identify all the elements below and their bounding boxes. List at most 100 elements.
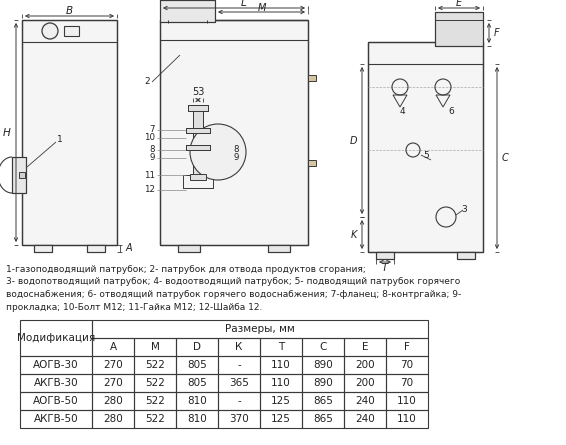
Text: F: F — [404, 342, 410, 352]
Text: АОГВ-30: АОГВ-30 — [33, 360, 79, 370]
Bar — [260, 410, 302, 428]
Bar — [186, 145, 210, 150]
Text: 1: 1 — [57, 135, 63, 145]
Bar — [20, 320, 92, 356]
Bar — [92, 410, 134, 428]
Bar — [64, 26, 79, 36]
Text: 3: 3 — [461, 205, 467, 214]
Text: 110: 110 — [397, 414, 417, 424]
Bar — [376, 252, 394, 259]
Text: 865: 865 — [313, 414, 333, 424]
Bar — [302, 392, 344, 410]
Bar — [160, 0, 215, 22]
Text: 1-газоподводящий патрубок; 2- патрубок для отвода продуктов сгорания;: 1-газоподводящий патрубок; 2- патрубок д… — [6, 265, 366, 274]
Text: -: - — [237, 360, 241, 370]
Text: 805: 805 — [187, 360, 207, 370]
Bar — [92, 374, 134, 392]
Bar — [176, 410, 218, 428]
Text: 2: 2 — [144, 77, 150, 86]
Text: АКГВ-30: АКГВ-30 — [34, 378, 78, 388]
Bar — [302, 374, 344, 392]
Bar — [92, 338, 134, 356]
Bar — [268, 245, 290, 252]
Text: 890: 890 — [313, 360, 333, 370]
Bar — [308, 160, 316, 166]
Text: F: F — [494, 28, 500, 38]
Bar — [457, 252, 475, 259]
Text: 3- водопотводящий патрубок; 4- водоотводящий патрубок; 5- подводящий патрубок го: 3- водопотводящий патрубок; 4- водоотвод… — [6, 278, 460, 287]
Bar — [188, 105, 208, 111]
Text: 810: 810 — [187, 396, 207, 406]
Text: -: - — [237, 396, 241, 406]
Bar — [344, 410, 386, 428]
Bar — [302, 338, 344, 356]
Text: B: B — [66, 6, 73, 16]
Bar — [20, 374, 92, 392]
Bar — [218, 338, 260, 356]
Text: 522: 522 — [145, 378, 165, 388]
Text: 240: 240 — [355, 414, 375, 424]
Text: Т: Т — [278, 342, 284, 352]
Text: 125: 125 — [271, 396, 291, 406]
Bar — [302, 356, 344, 374]
Text: 810: 810 — [187, 414, 207, 424]
Circle shape — [42, 23, 58, 39]
Bar — [87, 245, 105, 252]
Text: 7: 7 — [149, 125, 155, 134]
Text: водоснабжения; 6- отводящий патрубок горячего водоснабжения; 7-фланец; 8-контрга: водоснабжения; 6- отводящий патрубок гор… — [6, 290, 461, 299]
Bar — [134, 338, 176, 356]
Bar — [368, 42, 483, 252]
Text: АОГВ-50: АОГВ-50 — [33, 396, 79, 406]
Bar — [344, 338, 386, 356]
Bar — [134, 392, 176, 410]
Bar — [308, 75, 316, 81]
Bar — [160, 20, 308, 245]
Text: Размеры, мм: Размеры, мм — [225, 324, 295, 334]
Bar — [218, 374, 260, 392]
Bar — [20, 356, 92, 374]
Bar — [268, 245, 290, 252]
Text: L: L — [241, 0, 247, 8]
Text: 270: 270 — [103, 360, 123, 370]
Bar — [386, 410, 428, 428]
Bar — [218, 356, 260, 374]
Bar — [186, 128, 210, 133]
Text: АКГВ-50: АКГВ-50 — [34, 414, 78, 424]
Bar — [34, 245, 52, 252]
Bar — [260, 356, 302, 374]
Text: D: D — [349, 135, 357, 146]
Bar — [92, 320, 428, 338]
Text: C: C — [502, 153, 509, 163]
Text: K: K — [350, 230, 357, 239]
Bar — [368, 42, 483, 252]
Bar — [178, 245, 200, 252]
Bar — [178, 245, 200, 252]
Text: 9: 9 — [149, 154, 155, 162]
Bar — [20, 410, 92, 428]
Bar — [22, 20, 117, 245]
Bar — [176, 356, 218, 374]
Text: 522: 522 — [145, 396, 165, 406]
Text: 280: 280 — [103, 414, 123, 424]
Bar — [376, 252, 394, 259]
Bar — [92, 392, 134, 410]
Bar — [20, 392, 92, 410]
Text: M: M — [258, 3, 265, 13]
Bar — [186, 128, 210, 133]
Text: 365: 365 — [229, 378, 249, 388]
Text: T: T — [382, 263, 388, 273]
Bar — [344, 392, 386, 410]
Bar — [34, 245, 52, 252]
Bar — [190, 174, 206, 180]
Text: 865: 865 — [313, 396, 333, 406]
Text: 522: 522 — [145, 414, 165, 424]
Text: 110: 110 — [271, 360, 291, 370]
Text: 280: 280 — [103, 396, 123, 406]
Text: 805: 805 — [187, 378, 207, 388]
Bar — [193, 105, 203, 175]
Text: H: H — [2, 128, 10, 138]
Bar — [218, 392, 260, 410]
Bar — [134, 356, 176, 374]
Text: 890: 890 — [313, 378, 333, 388]
Text: D: D — [193, 342, 201, 352]
